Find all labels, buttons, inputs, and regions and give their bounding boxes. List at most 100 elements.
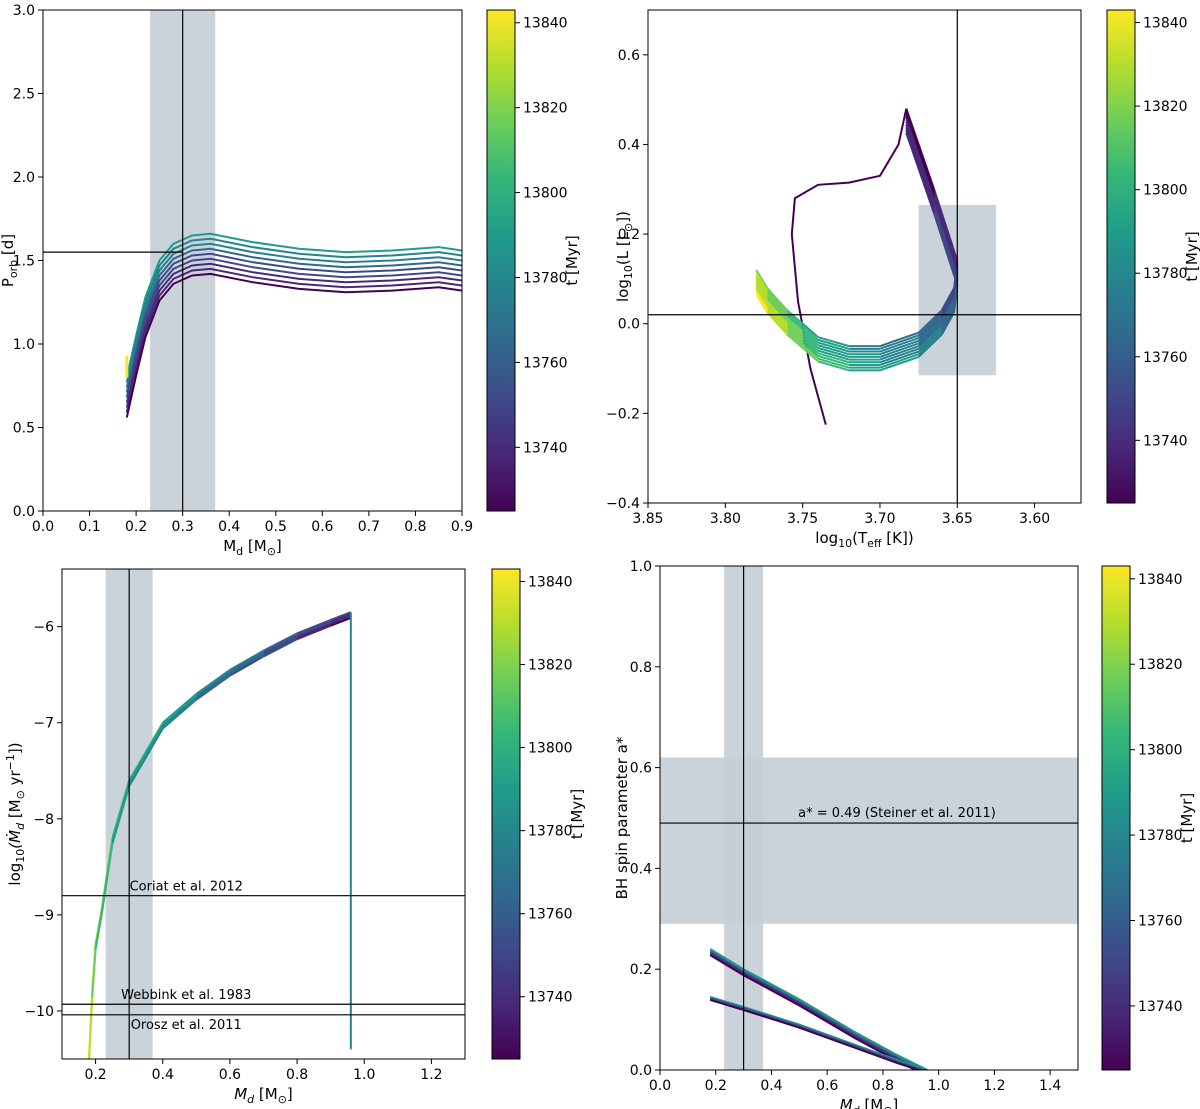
track-segment	[879, 353, 919, 369]
spin-track-upper	[709, 949, 927, 1070]
colorbar-tick-label: 13820	[528, 658, 573, 674]
label-part: log	[6, 863, 24, 886]
track-segment	[879, 331, 919, 348]
track-segment	[905, 132, 936, 214]
label-part: orb	[7, 260, 20, 278]
track-segment	[940, 300, 956, 325]
y-tick-label: 0.4	[618, 137, 640, 153]
track-segment	[879, 350, 919, 366]
track-segment	[229, 653, 264, 675]
track-segment	[801, 344, 819, 360]
colorbar-tick-label: 13740	[1138, 999, 1183, 1015]
track-segment	[766, 287, 788, 311]
track-segment	[296, 620, 332, 637]
spin-track-upper	[709, 951, 924, 1070]
x-tick-label: 0.4	[218, 519, 240, 535]
track-segment	[879, 342, 919, 358]
x-tick-label: 3.70	[864, 511, 895, 527]
hline-annotation: a* = 0.49 (Steiner et al. 2011)	[798, 806, 996, 821]
colorbar-tick-label: 13820	[1143, 99, 1188, 115]
colorbar-tick-label: 13760	[523, 355, 568, 371]
x-tick-label: 1.2	[983, 1078, 1005, 1094]
y-tick-label: 0.6	[630, 761, 652, 777]
x-tick-label: 0.3	[172, 519, 194, 535]
track-segment	[940, 311, 956, 335]
track-segment	[817, 357, 850, 369]
track-segment	[330, 613, 352, 623]
track-segment	[162, 695, 197, 726]
track-segment	[195, 669, 231, 695]
track-segment	[940, 298, 956, 322]
track-segment	[229, 651, 264, 673]
colorbar	[1101, 565, 1131, 1071]
x-tick-label: 0.6	[219, 1067, 241, 1083]
y-tick-label: −0.2	[606, 406, 640, 422]
x-tick-label: 1.0	[928, 1078, 950, 1094]
colorbar-tick-label: 13840	[1143, 16, 1188, 32]
colorbar-tick-label: 13760	[1143, 350, 1188, 366]
track-line	[125, 272, 462, 418]
track-segment	[330, 615, 352, 625]
y-tick-label: 0.2	[618, 227, 640, 243]
track-segment	[917, 333, 943, 358]
track-segment	[786, 325, 804, 341]
y-tick-label: −6	[33, 620, 54, 636]
track-segment	[801, 347, 819, 363]
label-part: 10	[622, 265, 635, 279]
label-part: ⊙	[267, 545, 276, 558]
label-part: 10	[838, 537, 852, 550]
track-segment	[162, 698, 197, 730]
track-segment	[917, 325, 943, 350]
track-segment	[817, 344, 850, 356]
label-part: ⊙	[278, 1093, 287, 1106]
track-segment	[330, 617, 352, 627]
track-line	[125, 247, 462, 393]
hline-annotation: Webbink et al. 1983	[121, 988, 251, 1003]
x-tick-label: 0.8	[286, 1067, 308, 1083]
colorbar-tick-label: 13840	[528, 574, 573, 590]
label-part: ⊙	[14, 790, 27, 799]
colorbar-label: t [Myr]	[1178, 793, 1196, 843]
y-tick-label: 2.5	[13, 87, 35, 103]
colorbar	[486, 9, 516, 512]
colorbar-tick-label: 13820	[1138, 657, 1183, 673]
label-part: eff	[867, 537, 882, 550]
track-segment	[195, 672, 231, 699]
track-segment	[195, 674, 231, 701]
track-segment	[801, 331, 819, 346]
label-part: P	[0, 278, 17, 287]
x-tick-label: 0.7	[358, 519, 380, 535]
track-segment	[786, 314, 804, 330]
track-segment	[755, 280, 768, 300]
y-tick-label: 0.5	[13, 421, 35, 437]
track-segment	[879, 347, 919, 364]
x-tick-label: 0.0	[32, 519, 54, 535]
track-segment	[755, 274, 768, 294]
axes-frame	[659, 565, 1079, 1071]
uncertainty-band-y	[660, 757, 1078, 924]
x-tick-label: 0.4	[152, 1067, 174, 1083]
ylabel-label: BH spin parameter a*	[613, 736, 631, 899]
track-segment	[801, 325, 819, 341]
track-segment	[263, 638, 298, 658]
y-tick-label: −8	[33, 812, 54, 828]
track-segment	[879, 355, 919, 372]
track-segment	[801, 336, 819, 352]
track-segment	[917, 312, 943, 337]
colorbar-label: t [Myr]	[563, 235, 581, 285]
y-tick-label: −9	[33, 908, 54, 924]
track-segment	[111, 785, 131, 845]
track-segment	[263, 636, 298, 656]
ylabel-label: Porb [d]	[0, 234, 20, 287]
x-tick-label: 0.2	[84, 1067, 106, 1083]
track-segment	[879, 345, 919, 361]
axes-frame	[647, 9, 1082, 504]
plot-area	[648, 10, 1081, 503]
colorbar-tick-label: 13780	[523, 270, 568, 286]
x-tick-label: 1.2	[420, 1067, 442, 1083]
y-tick-label: 2.0	[13, 170, 35, 186]
track-segment	[263, 634, 298, 654]
x-tick-label: 3.65	[942, 511, 973, 527]
track-segment	[801, 341, 819, 357]
label-part: d	[247, 1093, 255, 1106]
